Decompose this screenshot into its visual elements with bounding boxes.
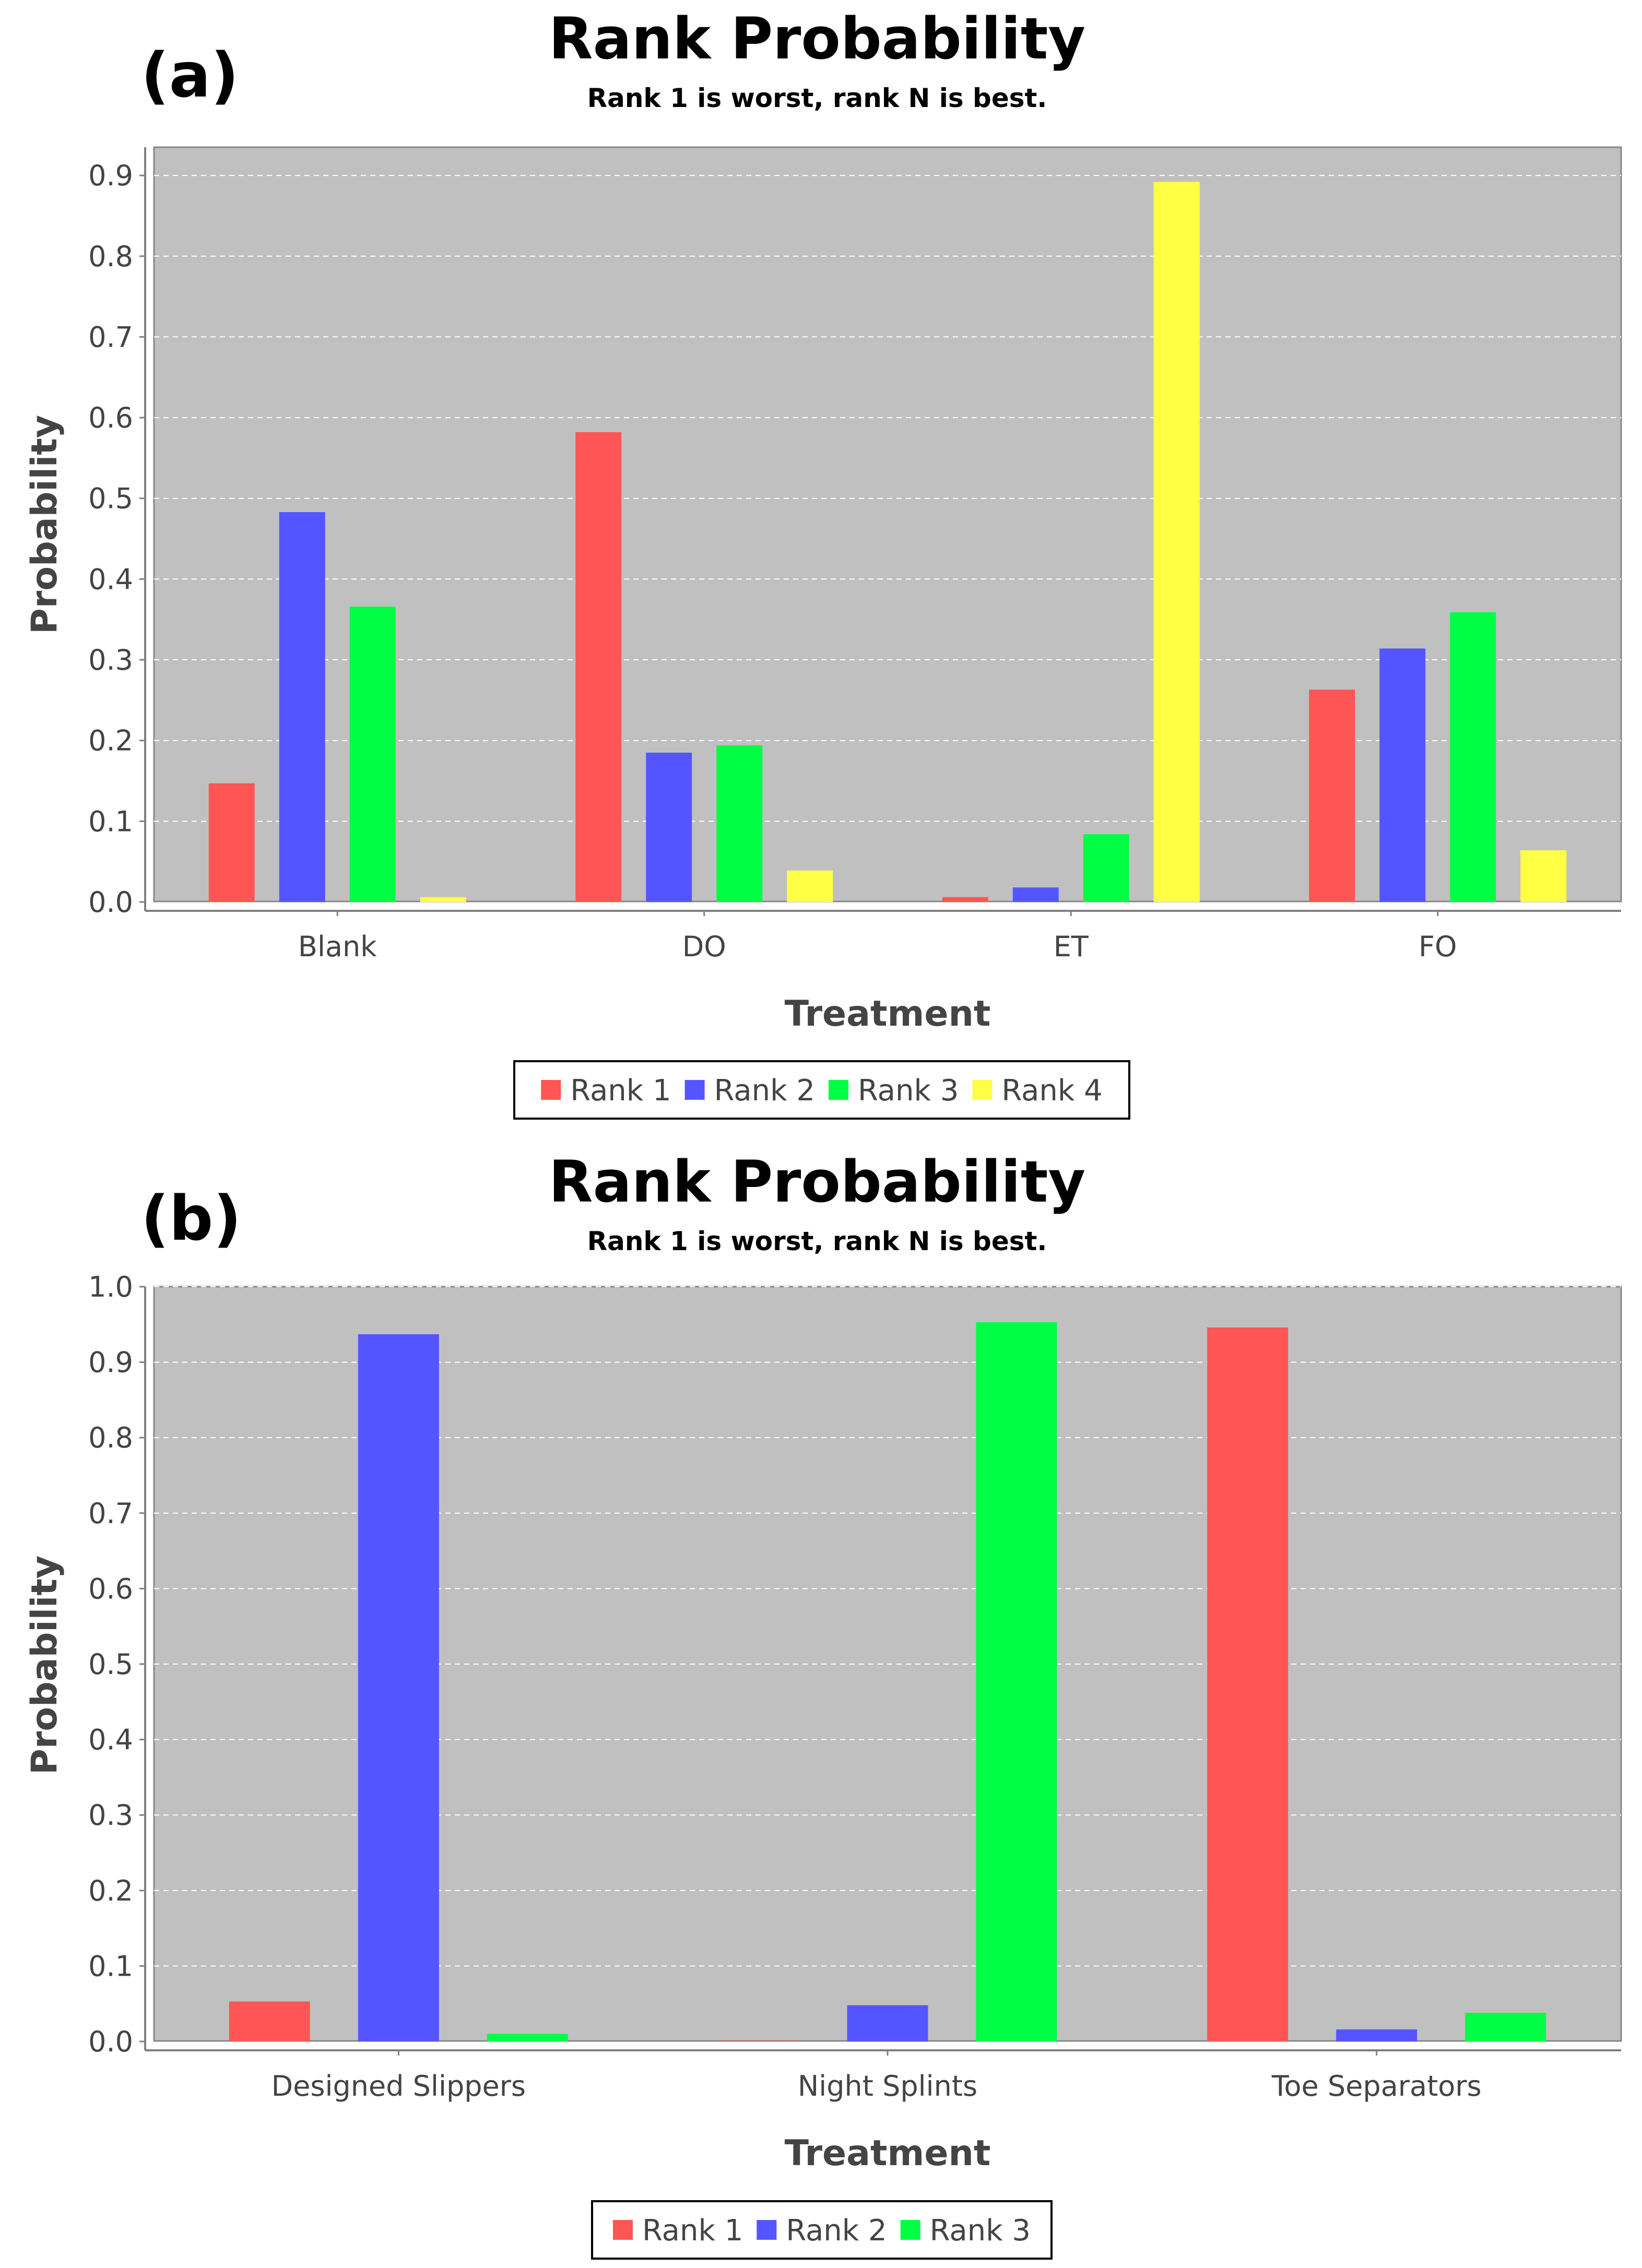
y-tick-label: 0.2	[88, 1874, 133, 1907]
legend-label: Rank 2	[786, 2214, 887, 2248]
legend-swatch	[612, 2220, 633, 2240]
gridlines	[154, 175, 1621, 822]
legend-label: Rank 1	[642, 2214, 743, 2248]
bar	[420, 897, 466, 902]
y-tick-label: 0.1	[88, 1950, 133, 1982]
bar	[1520, 850, 1567, 902]
y-tick-label: 0.9	[88, 1346, 133, 1379]
y-tick-label: 0.8	[88, 240, 133, 273]
legend-label: Rank 1	[570, 1074, 671, 1108]
x-tick-label: FO	[1419, 930, 1457, 963]
x-axis-label: Treatment	[785, 993, 991, 1035]
x-tick-labels: Blank DO ET FO	[298, 911, 1457, 963]
chart-a: (a) Rank Probability Rank 1 is worst, ra…	[24, 5, 1622, 1120]
y-tick-label: 0.7	[88, 320, 133, 353]
y-tick-label: 0.1	[88, 805, 133, 838]
y-tick-label: 0.5	[88, 482, 133, 515]
legend: Rank 1 Rank 2 Rank 3 Rank 4	[513, 1060, 1130, 1120]
y-axis-label: Probability	[24, 415, 65, 634]
chart-title: Rank Probability	[549, 5, 1085, 72]
legend-swatch	[900, 2220, 920, 2240]
x-tick-label: Night Splints	[798, 2070, 977, 2103]
y-tick-label: 0.3	[88, 644, 133, 676]
x-axis-label: Treatment	[785, 2133, 991, 2174]
y-tick-label: 0.5	[88, 1648, 133, 1681]
bar	[942, 897, 988, 902]
bar	[575, 432, 622, 902]
bar	[646, 752, 692, 902]
legend-box	[513, 1060, 1130, 1120]
y-axis-label: Probability	[24, 1555, 65, 1775]
legend-box	[591, 2200, 1053, 2260]
chart-subtitle: Rank 1 is worst, rank N is best.	[587, 1226, 1047, 1256]
bar	[1465, 2013, 1546, 2041]
bar	[847, 2005, 928, 2041]
legend-label: Rank 2	[714, 1074, 815, 1108]
y-tick-label: 1.0	[88, 1270, 133, 1303]
x-tick-label: Designed Slippers	[271, 2070, 526, 2103]
bar	[787, 870, 833, 902]
bars	[208, 182, 1567, 903]
legend-swatch	[684, 1080, 705, 1100]
y-tick-labels: 0.0 0.1 0.2 0.3 0.4 0.5 0.6 0.7 0.8 0.9 1.0	[88, 1270, 145, 2058]
x-tick-label: Blank	[298, 930, 377, 963]
y-tick-label: 0.7	[88, 1497, 133, 1530]
legend-swatch	[829, 1080, 848, 1100]
bar	[487, 2034, 568, 2041]
y-tick-label: 0.6	[88, 1572, 133, 1605]
bar	[1083, 834, 1129, 902]
bar	[1012, 887, 1059, 902]
x-tick-label: DO	[682, 930, 726, 963]
bar	[279, 512, 325, 902]
bar	[1379, 648, 1426, 902]
y-tick-label: 0.4	[88, 1724, 133, 1756]
bar	[716, 745, 763, 902]
y-tick-label: 0.9	[88, 159, 133, 192]
panel-label: (b)	[141, 1182, 241, 1254]
chart-b: (b) Rank Probability Rank 1 is worst, ra…	[24, 1148, 1622, 2260]
y-tick-labels: 0.0 0.1 0.2 0.3 0.4 0.5 0.6 0.7 0.8 0.9	[88, 159, 145, 919]
chart-subtitle: Rank 1 is worst, rank N is best.	[587, 83, 1047, 113]
y-tick-label: 0.8	[88, 1421, 133, 1454]
y-tick-label: 0.3	[88, 1799, 133, 1832]
y-tick-label: 0.0	[88, 886, 133, 919]
x-tick-label: Toe Separators	[1271, 2070, 1482, 2103]
bar	[358, 1334, 439, 2041]
legend-label: Rank 3	[858, 1074, 959, 1108]
bar	[1309, 690, 1355, 902]
bar	[208, 783, 255, 902]
bar	[1450, 612, 1496, 902]
legend-label: Rank 4	[1001, 1074, 1102, 1108]
legend-label: Rank 3	[930, 2214, 1031, 2248]
legend: Rank 1 Rank 2 Rank 3	[591, 2200, 1053, 2260]
bar	[1207, 1327, 1289, 2041]
x-tick-labels: Designed Slippers Night Splints Toe Separa…	[271, 2050, 1482, 2103]
y-tick-label: 0.2	[88, 725, 133, 757]
chart-title: Rank Probability	[549, 1148, 1085, 1215]
bar	[1336, 2029, 1417, 2041]
legend-swatch	[757, 2220, 777, 2240]
panel-label: (a)	[141, 39, 239, 111]
y-tick-label: 0.0	[88, 2025, 133, 2058]
y-tick-label: 0.6	[88, 401, 133, 434]
x-tick-label: ET	[1054, 930, 1089, 963]
bar	[349, 606, 396, 902]
legend-swatch	[972, 1080, 993, 1100]
legend-swatch	[541, 1080, 561, 1100]
bars	[229, 1322, 1546, 2041]
plot-area	[153, 146, 1622, 903]
bar	[976, 1322, 1057, 2041]
bar	[1153, 182, 1200, 903]
bar	[229, 2001, 310, 2041]
y-tick-label: 0.4	[88, 563, 133, 596]
